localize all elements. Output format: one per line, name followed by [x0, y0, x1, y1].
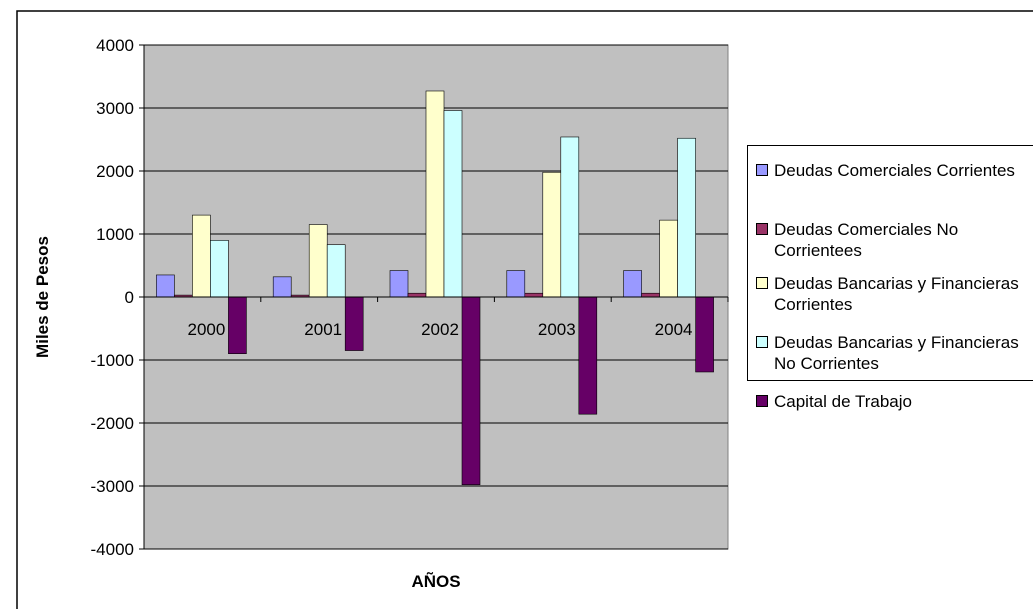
x-tick-label: 2000	[187, 320, 225, 339]
bar	[407, 292, 427, 298]
legend-label: Capital de Trabajo	[774, 392, 912, 411]
bar	[677, 137, 696, 298]
y-axis: 4000 3000 2000 1000 0 -1000 -2000 -3000 -4000	[91, 36, 145, 559]
bar	[524, 292, 544, 298]
legend-swatch	[756, 336, 768, 348]
x-tick-labels: 2000 2001 2002 2003 2004	[187, 320, 692, 339]
bar	[228, 296, 247, 355]
legend-label: Deudas Bancarias y Financieras Corriente…	[774, 274, 1019, 314]
legend-swatch	[756, 223, 768, 235]
legend-label: Deudas Comerciales No Corrientees	[774, 220, 959, 260]
bar	[461, 296, 481, 486]
bar	[156, 274, 175, 298]
legend-label: Deudas Comerciales Corrientes	[774, 161, 1015, 180]
legend: Deudas Comerciales Corrientes Deudas Come…	[747, 145, 1033, 411]
bar	[443, 110, 463, 298]
legend-swatch	[756, 277, 768, 289]
y-tick-label: -4000	[91, 540, 134, 559]
bar	[578, 296, 598, 415]
bar	[389, 270, 409, 298]
y-tick-label: -2000	[91, 414, 134, 433]
y-tick-label: -1000	[91, 351, 134, 370]
legend-swatch	[756, 164, 768, 176]
category-axis	[143, 296, 729, 302]
x-tick-label: 2002	[421, 320, 459, 339]
legend-swatch	[756, 395, 768, 407]
bar	[344, 296, 364, 351]
x-tick-label: 2003	[538, 320, 576, 339]
x-axis-title: AÑOS	[411, 571, 460, 591]
bar	[542, 171, 562, 298]
bar	[695, 296, 714, 373]
y-tick-label: 1000	[96, 225, 134, 244]
bars-group	[156, 90, 714, 486]
bar	[659, 219, 678, 298]
bar	[560, 136, 580, 298]
legend-label: Deudas Bancarias y Financieras No Corrie…	[774, 333, 1019, 373]
y-tick-label: 0	[125, 288, 134, 307]
y-axis-title: Miles de Pesos	[33, 236, 52, 358]
y-tick-label: 2000	[96, 162, 134, 181]
bar	[506, 270, 526, 298]
y-tick-label: -3000	[91, 477, 134, 496]
bar	[308, 224, 328, 298]
bar	[272, 276, 292, 298]
bar	[641, 292, 660, 298]
bar	[210, 240, 229, 298]
bar	[192, 214, 211, 298]
x-tick-label: 2004	[655, 320, 693, 339]
y-tick-label: 4000	[96, 36, 134, 55]
x-tick-label: 2001	[304, 320, 342, 339]
bar	[425, 90, 445, 298]
y-tick-label: 3000	[96, 99, 134, 118]
bar	[623, 270, 642, 298]
bar	[326, 244, 346, 298]
